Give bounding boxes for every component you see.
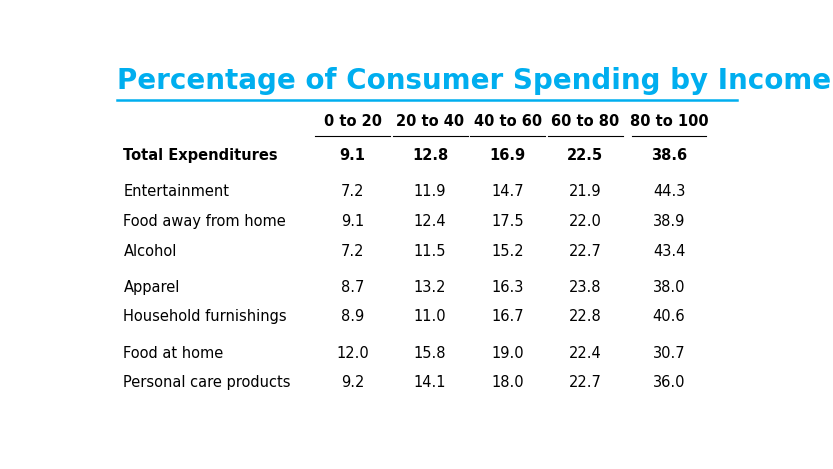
- Text: Percentage of Consumer Spending by Income Quintile: Percentage of Consumer Spending by Incom…: [117, 67, 833, 95]
- Text: 80 to 100: 80 to 100: [630, 114, 708, 129]
- Text: 11.0: 11.0: [414, 310, 446, 325]
- Text: 38.0: 38.0: [653, 280, 686, 295]
- Text: Personal care products: Personal care products: [123, 375, 291, 390]
- Text: 16.3: 16.3: [491, 280, 524, 295]
- Text: 17.5: 17.5: [491, 214, 524, 229]
- Text: 12.0: 12.0: [337, 346, 369, 361]
- Text: 18.0: 18.0: [491, 375, 524, 390]
- Text: 8.9: 8.9: [341, 310, 364, 325]
- Text: 12.8: 12.8: [412, 148, 448, 163]
- Text: 16.9: 16.9: [490, 148, 526, 163]
- Text: 0 to 20: 0 to 20: [324, 114, 382, 129]
- Text: 38.6: 38.6: [651, 148, 687, 163]
- Text: 22.7: 22.7: [569, 244, 601, 259]
- Text: 20 to 40: 20 to 40: [396, 114, 464, 129]
- Text: Food at home: Food at home: [123, 346, 224, 361]
- Text: 7.2: 7.2: [341, 184, 364, 199]
- Text: 14.7: 14.7: [491, 184, 524, 199]
- Text: 9.2: 9.2: [341, 375, 364, 390]
- Text: 11.5: 11.5: [414, 244, 446, 259]
- Text: 23.8: 23.8: [569, 280, 601, 295]
- Text: 15.2: 15.2: [491, 244, 524, 259]
- Text: 22.8: 22.8: [569, 310, 601, 325]
- Text: Food away from home: Food away from home: [123, 214, 287, 229]
- Text: 7.2: 7.2: [341, 244, 364, 259]
- Text: 19.0: 19.0: [491, 346, 524, 361]
- Text: 15.8: 15.8: [414, 346, 446, 361]
- Text: 40.6: 40.6: [653, 310, 686, 325]
- Text: 44.3: 44.3: [653, 184, 686, 199]
- Text: 11.9: 11.9: [414, 184, 446, 199]
- Text: 22.5: 22.5: [567, 148, 603, 163]
- Text: 21.9: 21.9: [569, 184, 601, 199]
- Text: 12.4: 12.4: [414, 214, 446, 229]
- Text: 40 to 60: 40 to 60: [473, 114, 541, 129]
- Text: 9.1: 9.1: [340, 148, 366, 163]
- Text: Apparel: Apparel: [123, 280, 180, 295]
- Text: 22.0: 22.0: [569, 214, 601, 229]
- Text: 22.4: 22.4: [569, 346, 601, 361]
- Text: 60 to 80: 60 to 80: [551, 114, 619, 129]
- Text: 8.7: 8.7: [341, 280, 364, 295]
- Text: 43.4: 43.4: [653, 244, 686, 259]
- Text: 38.9: 38.9: [653, 214, 686, 229]
- Text: 22.7: 22.7: [569, 375, 601, 390]
- Text: Alcohol: Alcohol: [123, 244, 177, 259]
- Text: 9.1: 9.1: [341, 214, 364, 229]
- Text: Entertainment: Entertainment: [123, 184, 230, 199]
- Text: Household furnishings: Household furnishings: [123, 310, 287, 325]
- Text: 30.7: 30.7: [653, 346, 686, 361]
- Text: 16.7: 16.7: [491, 310, 524, 325]
- Text: 14.1: 14.1: [414, 375, 446, 390]
- Text: Total Expenditures: Total Expenditures: [123, 148, 278, 163]
- Text: 36.0: 36.0: [653, 375, 686, 390]
- Text: 13.2: 13.2: [414, 280, 446, 295]
